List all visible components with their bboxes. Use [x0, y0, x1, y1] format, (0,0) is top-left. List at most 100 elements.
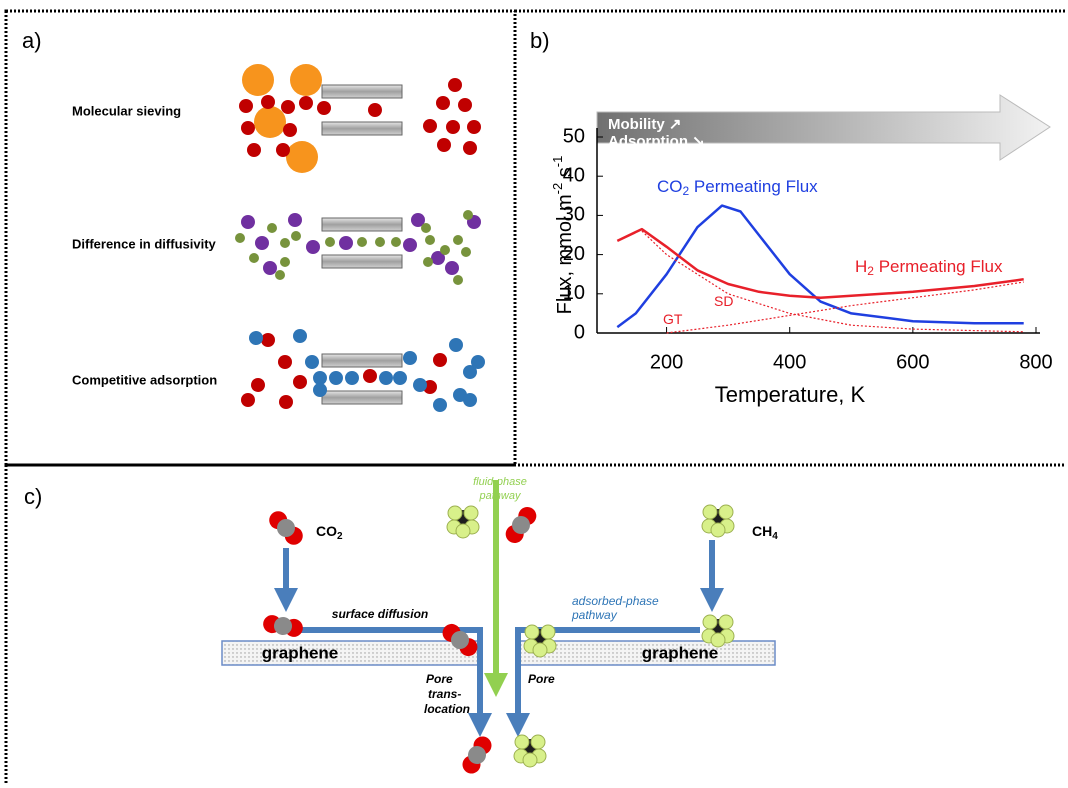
pore-wall — [322, 354, 402, 367]
arrow-label: Adsorption ↘ — [608, 133, 705, 150]
particle — [280, 257, 290, 267]
hydrogen — [515, 735, 529, 749]
particle — [293, 329, 307, 343]
hydrogen — [541, 625, 555, 639]
particle — [325, 237, 335, 247]
particle — [345, 371, 359, 385]
hydrogen — [531, 735, 545, 749]
particle — [461, 247, 471, 257]
hydrogen — [525, 625, 539, 639]
particle — [403, 351, 417, 365]
ch4-label: CH4 — [752, 523, 778, 542]
arrow-label: Mobility ↗ — [608, 116, 681, 133]
particle — [241, 215, 255, 229]
superscript: -2 — [550, 183, 565, 195]
particle — [413, 378, 427, 392]
particle — [288, 213, 302, 227]
particle — [278, 355, 292, 369]
particle — [363, 369, 377, 383]
panel-label: b) — [530, 28, 550, 53]
particle — [436, 96, 450, 110]
fluid-label: fluid-phase — [473, 476, 527, 488]
co2-molecule — [262, 614, 305, 639]
pore-wall — [322, 122, 402, 135]
particle — [263, 261, 277, 275]
particle — [467, 120, 481, 134]
row-label: Molecular sieving — [72, 103, 181, 118]
particle — [254, 106, 286, 138]
particle — [379, 371, 393, 385]
particle — [339, 236, 353, 250]
x-tick-label: 200 — [650, 351, 683, 373]
co2-molecule — [265, 507, 306, 548]
co2-molecule — [459, 733, 495, 777]
text: CO — [657, 177, 683, 196]
particle — [458, 98, 472, 112]
particle — [440, 245, 450, 255]
particle — [239, 99, 253, 113]
pore-label: Pore — [426, 672, 453, 686]
surface-label: surface diffusion — [332, 607, 428, 621]
figure: a) Molecular sieving Difference in diffu… — [0, 0, 1068, 783]
particle — [446, 120, 460, 134]
particle — [247, 143, 261, 157]
y-tick-label: 50 — [563, 125, 585, 147]
particle — [299, 96, 313, 110]
particle — [463, 141, 477, 155]
particle — [241, 393, 255, 407]
pore-wall — [322, 255, 402, 268]
particle — [235, 233, 245, 243]
particle — [449, 338, 463, 352]
series-line — [642, 231, 1024, 332]
particle — [313, 383, 327, 397]
text: CH — [752, 523, 772, 539]
series-label: H2 Permeating Flux — [855, 257, 1003, 278]
text: H — [855, 257, 867, 276]
particle — [423, 257, 433, 267]
hydrogen — [703, 505, 717, 519]
particle — [306, 240, 320, 254]
particle — [433, 398, 447, 412]
graphene-label: graphene — [642, 643, 719, 662]
pore-wall — [322, 218, 402, 231]
particle — [448, 78, 462, 92]
particle — [251, 378, 265, 392]
x-tick-label: 600 — [896, 351, 929, 373]
series-label: CO2 Permeating Flux — [657, 177, 818, 198]
particle — [242, 64, 274, 96]
particle — [291, 231, 301, 241]
hydrogen — [711, 633, 725, 647]
x-axis-label: Temperature, K — [715, 382, 866, 407]
particle — [433, 353, 447, 367]
x-tick-label: 400 — [773, 351, 806, 373]
hydrogen — [719, 505, 733, 519]
particle — [375, 237, 385, 247]
ch4-molecule — [702, 505, 734, 537]
hydrogen — [448, 506, 462, 520]
x-tick-label: 800 — [1019, 351, 1052, 373]
particle — [241, 121, 255, 135]
particle — [437, 138, 451, 152]
particle — [249, 331, 263, 345]
particle — [261, 95, 275, 109]
particle — [425, 235, 435, 245]
superscript: -1 — [550, 156, 565, 168]
particle — [283, 123, 297, 137]
hydrogen — [711, 523, 725, 537]
text: GT — [663, 311, 683, 327]
particle — [286, 141, 318, 173]
particle — [317, 101, 331, 115]
particle — [357, 237, 367, 247]
adsorbed-label: adsorbed-phase — [572, 594, 659, 608]
panel-label: a) — [22, 28, 42, 53]
particle — [393, 371, 407, 385]
particle — [249, 253, 259, 263]
ch4-molecule — [447, 506, 479, 538]
graphene-sheet — [222, 641, 480, 665]
ch4-molecule — [702, 615, 734, 647]
particle — [281, 100, 295, 114]
hydrogen — [456, 524, 470, 538]
particle — [471, 355, 485, 369]
series-label: GT — [663, 311, 683, 327]
